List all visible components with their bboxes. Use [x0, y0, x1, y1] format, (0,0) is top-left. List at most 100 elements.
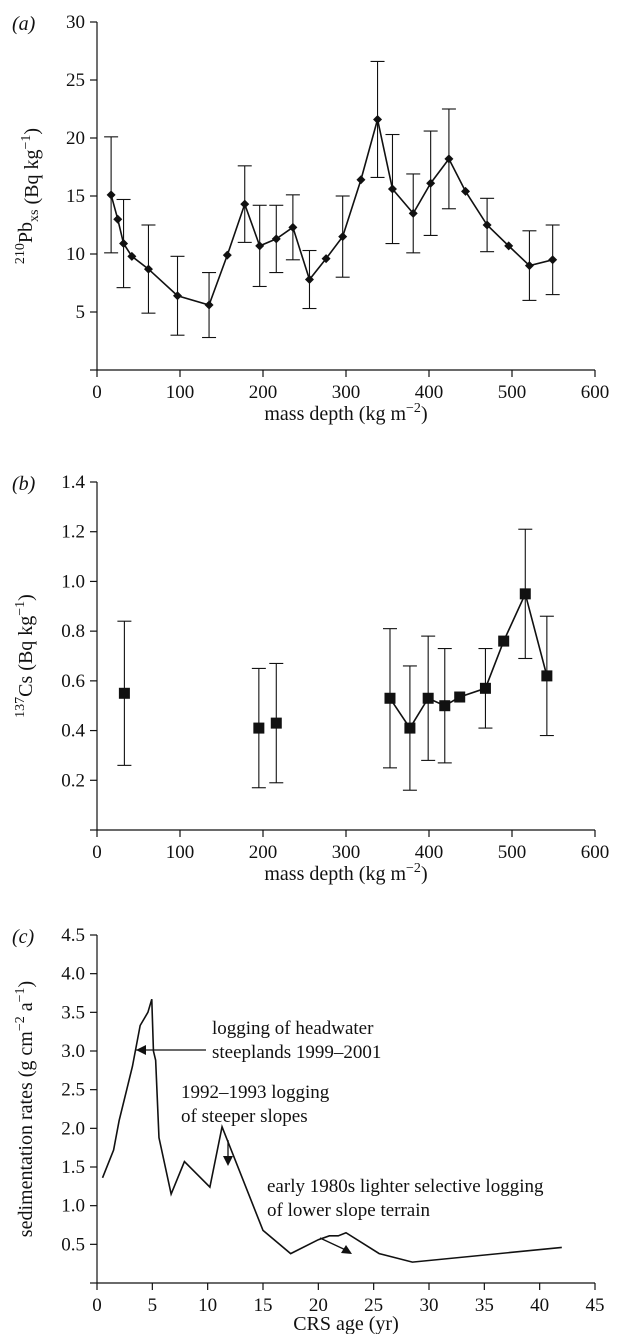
y-axis-title: 210Pbxs (Bq kg−1)	[13, 128, 43, 264]
y-title-mid: (Bq kg	[21, 150, 43, 210]
data-point	[482, 220, 492, 230]
data-point	[408, 208, 418, 218]
y-tick-label: 0.2	[61, 770, 85, 791]
y-axis-title: sedimentation rates (g cm−2 a−1)	[13, 981, 37, 1237]
data-point	[143, 264, 153, 274]
x-axis-title-sup: −2	[406, 401, 421, 416]
annotation-arrowhead	[223, 1156, 233, 1166]
data-point	[288, 222, 298, 232]
data-point	[519, 588, 531, 600]
y-title-mid: (Bq kg	[15, 616, 37, 676]
x-tick-label: 400	[415, 382, 444, 403]
x-tick-label: 500	[498, 382, 527, 403]
x-tick-label: 5	[148, 1295, 158, 1316]
data-point	[222, 250, 232, 260]
y-tick-label: 1.0	[61, 571, 85, 592]
data-point	[504, 241, 514, 251]
y-tick-label: 5	[76, 302, 86, 323]
data-point	[106, 190, 116, 200]
y-tick-label: 0.6	[61, 671, 85, 692]
y-tick-label: 2.5	[61, 1080, 85, 1101]
panel-label: (a)	[12, 13, 36, 35]
y-title-sup: −1	[19, 135, 34, 150]
y-axis-title: 137Cs (Bq kg−1)	[13, 594, 37, 718]
y-tick-label: 1.5	[61, 1157, 85, 1178]
x-axis-title-end: )	[421, 403, 428, 425]
x-tick-label: 25	[364, 1295, 383, 1316]
data-point	[548, 255, 558, 265]
y-tick-label: 3.5	[61, 1002, 85, 1023]
data-point	[253, 722, 265, 734]
annotation-text: early 1980s lighter selective logging	[267, 1176, 544, 1197]
panel-label: (c)	[12, 926, 35, 948]
y-title-sup: −1	[13, 601, 28, 616]
data-point	[173, 291, 183, 301]
data-point	[113, 214, 123, 224]
x-tick-label: 300	[332, 382, 361, 403]
y-title-base: Cs	[15, 676, 37, 697]
y-tick-label: 30	[66, 12, 85, 33]
data-point	[356, 175, 366, 185]
x-tick-label: 200	[249, 842, 278, 863]
data-point	[439, 700, 451, 712]
chart-panel-1: (b) 0 100 200 300 400 500 600 0.2 0.4 0.6 0.8 1.0 1.2…	[12, 472, 609, 885]
data-point	[426, 178, 436, 188]
data-point	[271, 234, 281, 244]
data-point	[240, 199, 250, 209]
x-tick-label: 30	[420, 1295, 439, 1316]
y-tick-label: 25	[66, 70, 85, 91]
y-tick-label: 10	[66, 244, 85, 265]
y-title-sup2: −1	[13, 987, 28, 1002]
y-tick-label: 0.8	[61, 621, 85, 642]
chart-panel-0: (a) 0 100 200 300 400 500 600 5 10 15 20 25 30 mass de…	[12, 12, 609, 425]
y-tick-label: 4.5	[61, 925, 85, 946]
x-tick-label: 10	[198, 1295, 217, 1316]
data-point	[387, 184, 397, 194]
annotation-text: 1992–1993 logging	[181, 1082, 330, 1103]
data-point	[338, 232, 348, 242]
annotation-text: logging of headwater	[212, 1018, 374, 1039]
y-title-pre: 210	[13, 243, 28, 264]
x-tick-label: 15	[254, 1295, 273, 1316]
y-tick-label: 1.0	[61, 1196, 85, 1217]
x-axis-title-end: )	[421, 863, 428, 885]
x-axis-title-main: mass depth (kg m	[264, 863, 406, 885]
x-tick-label: 300	[332, 842, 361, 863]
data-point	[461, 186, 471, 196]
y-title-post: )	[15, 594, 37, 601]
annotation-text: of steeper slopes	[181, 1106, 308, 1127]
series-line	[110, 119, 553, 307]
data-point	[119, 239, 129, 249]
data-point	[304, 275, 314, 285]
data-point	[321, 254, 331, 264]
y-title-post: )	[21, 128, 43, 135]
data-point	[118, 687, 130, 699]
series-line	[389, 591, 548, 730]
y-tick-label: 1.2	[61, 522, 85, 543]
data-point	[454, 691, 466, 703]
y-tick-label: 4.0	[61, 964, 85, 985]
annotation-text: of lower slope terrain	[267, 1200, 431, 1221]
data-point	[270, 717, 282, 729]
y-title-sub: xs	[27, 210, 42, 222]
y-tick-label: 0.4	[61, 721, 85, 742]
x-axis-title: CRS age (yr)	[293, 1313, 399, 1334]
x-tick-label: 500	[498, 842, 527, 863]
y-tick-label: 3.0	[61, 1041, 85, 1062]
data-point	[255, 241, 265, 251]
data-point	[541, 670, 553, 682]
y-tick-label: 0.5	[61, 1234, 85, 1255]
x-tick-label: 600	[581, 842, 610, 863]
y-tick-label: 2.0	[61, 1118, 85, 1139]
data-point	[127, 251, 137, 261]
y-tick-label: 20	[66, 128, 85, 149]
data-point	[422, 692, 434, 704]
y-title-post2: )	[15, 981, 37, 988]
data-point	[524, 261, 534, 271]
x-axis-title: mass depth (kg m−2)	[264, 861, 427, 885]
annotation-arrowhead	[341, 1245, 352, 1254]
x-tick-label: 20	[309, 1295, 328, 1316]
x-tick-label: 45	[586, 1295, 605, 1316]
data-point	[373, 114, 383, 124]
